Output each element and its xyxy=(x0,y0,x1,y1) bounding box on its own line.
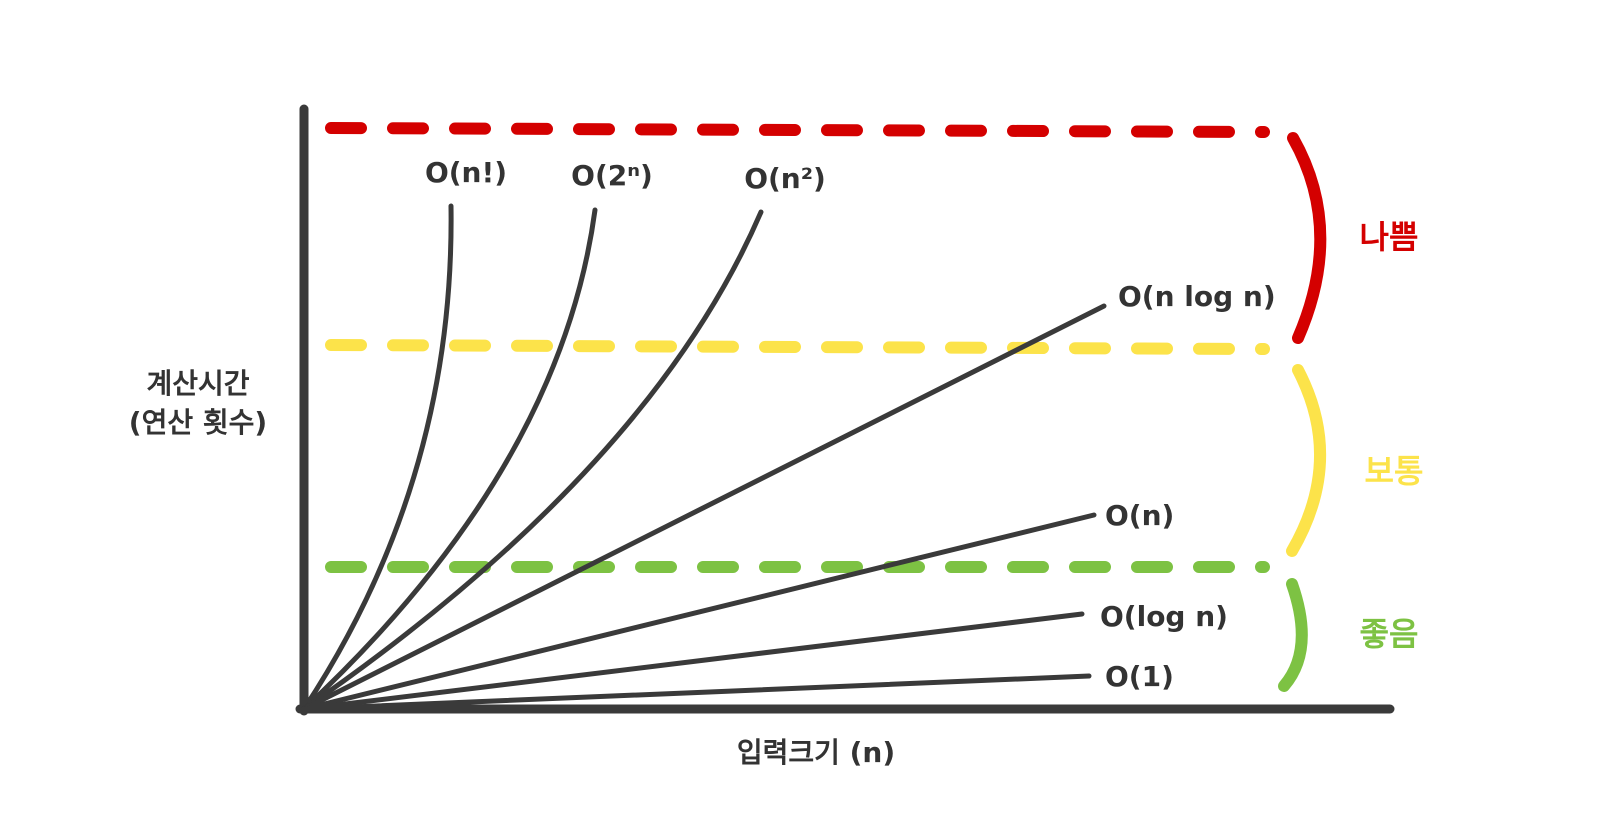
zone-label: 나쁨 xyxy=(1360,218,1419,256)
curve-label: O(1) xyxy=(1105,660,1174,693)
curve-nlogn xyxy=(301,303,1107,712)
y-axis-label: (연산 횟수) xyxy=(129,406,267,439)
curve-label: O(n!) xyxy=(425,156,507,189)
curve-label: O(log n) xyxy=(1100,600,1228,633)
good-brace xyxy=(1278,578,1308,692)
curve-exponential xyxy=(301,207,598,712)
curve-linear xyxy=(301,512,1097,712)
x-axis-label: 입력크기 (n) xyxy=(737,736,895,769)
bad-threshold xyxy=(325,122,1270,138)
curve-label: O(2ⁿ) xyxy=(571,159,653,192)
curve-label: O(n log n) xyxy=(1118,280,1276,313)
curve-label: O(n²) xyxy=(744,162,826,195)
curve-factorial xyxy=(301,203,454,712)
fair-brace xyxy=(1286,364,1327,557)
zone-label: 좋음 xyxy=(1360,615,1419,653)
curve-log xyxy=(301,611,1085,712)
bad-brace xyxy=(1287,132,1327,344)
y-axis-label: 계산시간 xyxy=(146,367,249,400)
curve-label: O(n) xyxy=(1105,499,1174,532)
zone-label: 보통 xyxy=(1365,452,1424,490)
curve-quadratic xyxy=(301,209,764,712)
fair-threshold xyxy=(325,339,1270,355)
curve-constant xyxy=(301,673,1092,712)
